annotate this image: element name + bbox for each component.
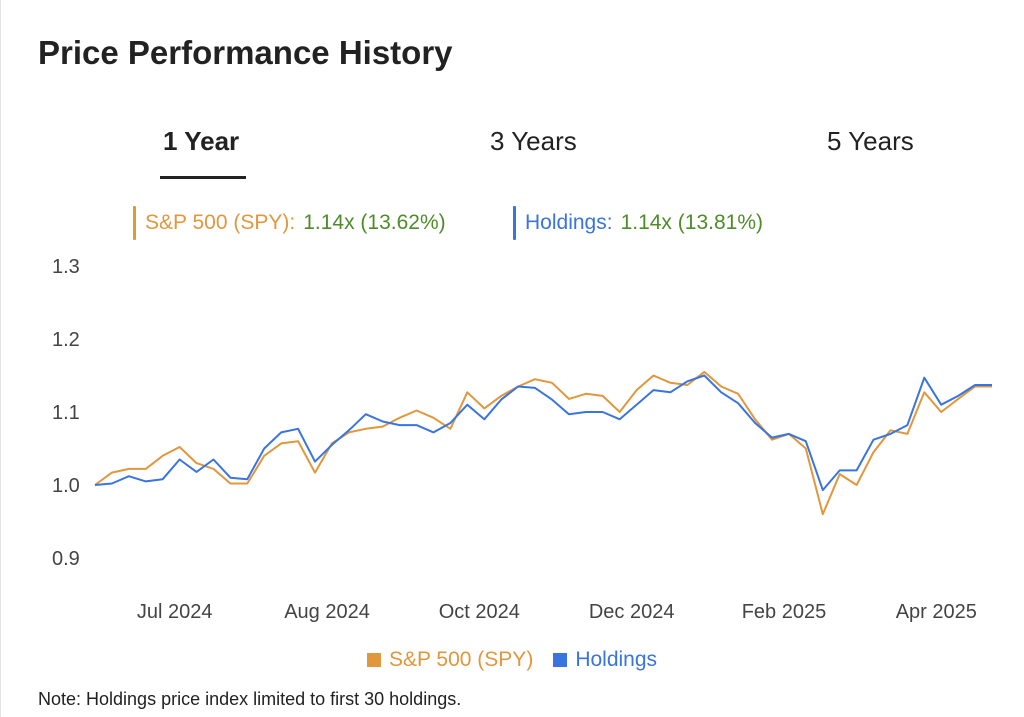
y-tick-label: 1.2 bbox=[52, 329, 80, 351]
x-tick-label: Oct 2024 bbox=[439, 601, 520, 623]
y-tick-label: 1.3 bbox=[52, 256, 80, 278]
y-tick-label: 0.9 bbox=[52, 548, 80, 570]
x-tick-label: Apr 2025 bbox=[896, 601, 977, 623]
series-line-holdings bbox=[94, 374, 992, 492]
legend-item-holdings[interactable]: Holdings bbox=[553, 648, 657, 672]
chart-legend: S&P 500 (SPY) Holdings bbox=[0, 648, 1024, 672]
x-tick-label: Aug 2024 bbox=[284, 601, 370, 623]
active-tab-indicator bbox=[160, 176, 246, 179]
x-tick-label: Jul 2024 bbox=[137, 601, 213, 623]
tab-5-years[interactable]: 5 Years bbox=[827, 126, 914, 156]
tab-3-years[interactable]: 3 Years bbox=[490, 126, 577, 156]
y-tick-label: 1.1 bbox=[52, 402, 80, 424]
legend-swatch-holdings bbox=[553, 653, 568, 667]
legend-swatch-spy bbox=[366, 653, 381, 667]
holdings-summary: Holdings: 1.14x (13.81%) bbox=[513, 206, 763, 240]
tab-1-year[interactable]: 1 Year bbox=[163, 126, 240, 156]
spy-summary-value: 1.14x (13.62%) bbox=[303, 211, 446, 234]
left-border bbox=[0, 0, 1, 717]
spy-summary-label: S&P 500 (SPY): bbox=[145, 211, 296, 234]
price-chart: 1.3 1.2 1.1 1.0 0.9 Jul 2024 Aug 2024 Oct 2024… bbox=[52, 256, 992, 623]
holdings-summary-value: 1.14x (13.81%) bbox=[620, 211, 763, 234]
period-tabs: 1 Year 3 Years 5 Years bbox=[0, 120, 1024, 184]
spy-color-bar bbox=[133, 206, 136, 240]
y-tick-label: 1.0 bbox=[52, 475, 80, 497]
x-axis: Jul 2024 Aug 2024 Oct 2024 Dec 2024 Feb 2025… bbox=[137, 601, 977, 623]
series-lines bbox=[94, 370, 992, 516]
page-title: Price Performance History bbox=[38, 34, 453, 71]
series-line-spy bbox=[94, 370, 992, 516]
legend-label-holdings: Holdings bbox=[575, 648, 658, 671]
spy-summary: S&P 500 (SPY): 1.14x (13.62%) bbox=[133, 206, 446, 240]
holdings-summary-label: Holdings: bbox=[525, 211, 613, 234]
footnote: Note: Holdings price index limited to fi… bbox=[38, 689, 462, 709]
y-axis: 1.3 1.2 1.1 1.0 0.9 bbox=[52, 256, 80, 570]
x-tick-label: Feb 2025 bbox=[742, 601, 827, 623]
legend-label-spy: S&P 500 (SPY) bbox=[388, 648, 534, 671]
x-tick-label: Dec 2024 bbox=[589, 601, 675, 623]
legend-item-spy[interactable]: S&P 500 (SPY) bbox=[366, 648, 534, 672]
holdings-color-bar bbox=[513, 206, 516, 240]
